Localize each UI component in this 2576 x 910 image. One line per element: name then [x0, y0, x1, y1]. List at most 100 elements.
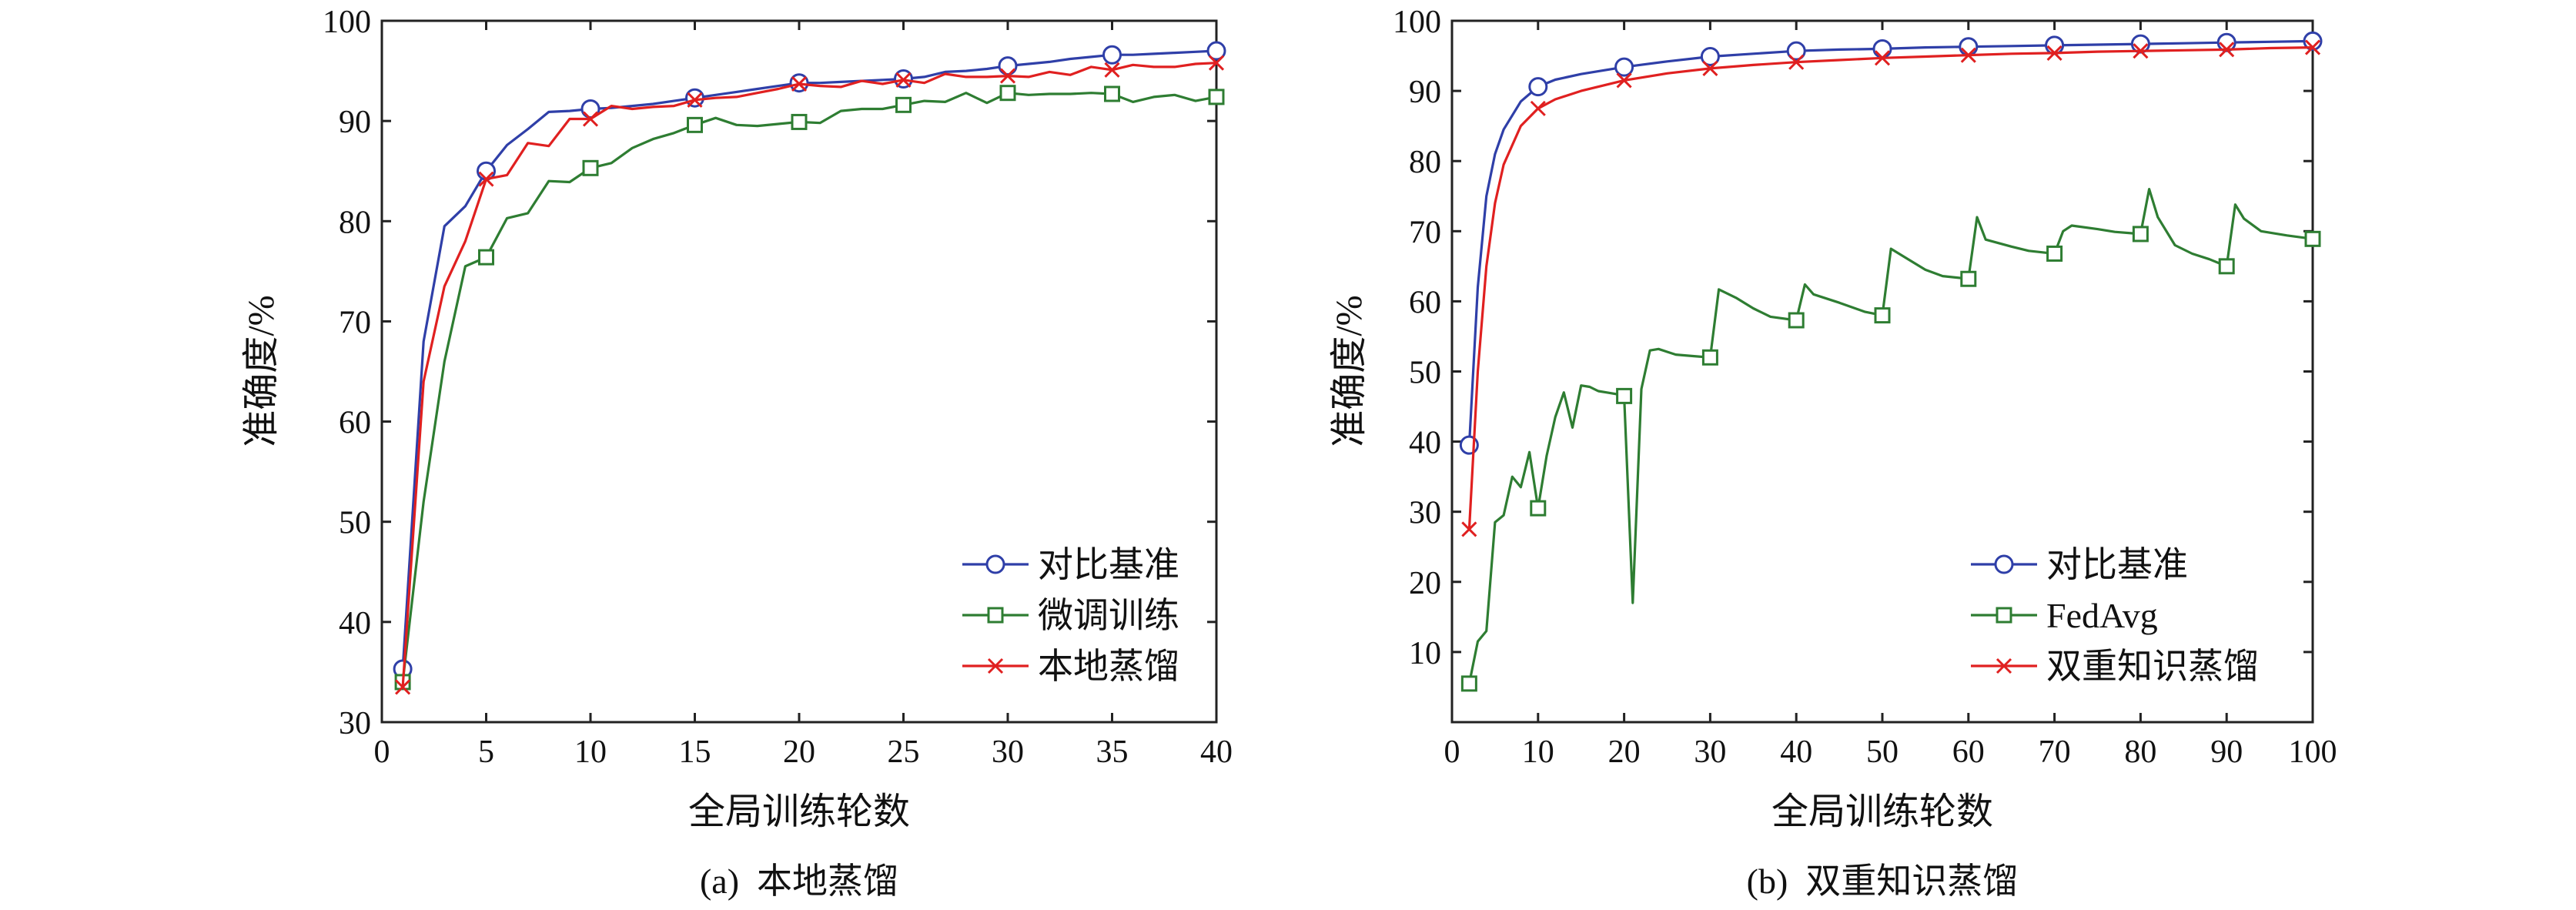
x-tick-label: 30 — [1694, 734, 1726, 770]
series-line-2 — [401, 92, 1217, 683]
data-point-marker — [1460, 675, 1477, 692]
x-tick-label: 20 — [783, 734, 815, 770]
legend-b: 对比基准 FedAvg 双重知识蒸馏 — [1971, 545, 2259, 686]
x-tick-label: 10 — [1522, 734, 1554, 770]
y-tick-label: 90 — [339, 105, 371, 140]
data-point-marker — [1616, 387, 1633, 404]
x-tick-label: 100 — [2289, 734, 2337, 770]
x-tick-label: 0 — [374, 734, 390, 770]
series-lines-b — [1459, 31, 2323, 692]
plot-frame-b — [1450, 19, 2314, 724]
data-point-marker — [1701, 349, 1718, 366]
x-tick-label: 0 — [1444, 734, 1460, 770]
data-point-marker — [1104, 62, 1120, 78]
data-point-marker — [687, 92, 703, 108]
data-point-marker — [2304, 39, 2321, 55]
data-point-marker — [1528, 77, 1548, 97]
x-tick-label: 25 — [888, 734, 920, 770]
data-point-marker — [582, 159, 599, 176]
series-line-1 — [401, 49, 1217, 670]
x-tick-label: 70 — [2039, 734, 2071, 770]
y-tick-label: 40 — [339, 606, 371, 641]
data-point-marker — [895, 72, 912, 88]
legend-label: 微调训练 — [1038, 596, 1179, 635]
axis-ticks-a: 0 5 10 15 20 25 30 35 40 30 40 50 60 70 80 90 100 — [323, 5, 1233, 770]
data-point-marker — [1206, 41, 1226, 61]
x-tick-label: 60 — [1952, 734, 1985, 770]
legend-marker — [985, 554, 1005, 574]
data-point-marker — [1960, 270, 1977, 287]
data-point-marker — [1786, 41, 1806, 61]
data-point-marker — [998, 56, 1018, 76]
y-tick-label: 50 — [339, 506, 371, 541]
data-point-marker — [2218, 258, 2235, 275]
data-point-marker — [791, 113, 808, 130]
y-tick-label: 70 — [1409, 215, 1441, 250]
x-tick-label: 40 — [1200, 734, 1233, 770]
data-point-marker — [582, 111, 599, 127]
data-point-marker — [1530, 100, 1546, 116]
y-tick-label: 80 — [339, 205, 371, 240]
x-tick-label: 80 — [2124, 734, 2156, 770]
y-tick-label: 30 — [339, 706, 371, 741]
data-point-marker — [2046, 245, 2063, 262]
y-tick-label: 100 — [1393, 5, 1441, 40]
data-point-marker — [1960, 47, 1976, 63]
x-tick-label: 5 — [478, 734, 494, 770]
legend-marker — [987, 607, 1004, 624]
legend-label: 对比基准 — [1038, 545, 1179, 584]
data-point-marker — [478, 171, 494, 187]
legend-marker — [1996, 607, 2012, 624]
legend-label: 对比基准 — [2046, 545, 2188, 584]
data-point-marker — [1702, 60, 1718, 77]
chart-panel-b: 0 10 20 30 40 50 60 70 80 90 100 10 20 30 40 50 60 70 80 90… — [1329, 5, 2337, 901]
y-tick-label: 10 — [1409, 636, 1441, 671]
x-tick-label: 30 — [992, 734, 1024, 770]
x-axis-label-b: 全局训练轮数 — [1771, 791, 1993, 832]
data-point-marker — [895, 96, 912, 113]
axis-ticks-b: 0 10 20 30 40 50 60 70 80 90 100 10 20 30 40 50 60 70 80 90… — [1393, 5, 2337, 770]
x-tick-label: 35 — [1096, 734, 1129, 770]
data-point-marker — [2133, 43, 2149, 59]
data-point-marker — [2045, 35, 2065, 55]
legend-marker — [987, 657, 1004, 674]
series-line-3 — [1467, 46, 2313, 530]
data-point-marker — [1872, 38, 1892, 59]
data-point-marker — [2219, 42, 2235, 58]
y-axis-label-a: 准确度/% — [241, 295, 282, 447]
data-point-marker — [1614, 57, 1634, 77]
y-tick-label: 70 — [339, 305, 371, 340]
x-axis-label-a: 全局训练轮数 — [688, 791, 910, 832]
data-point-marker — [2304, 230, 2321, 247]
y-tick-label: 20 — [1409, 566, 1441, 601]
caption-b: (b) 双重知识蒸馏 — [1747, 861, 2019, 901]
series-lines-a — [393, 41, 1226, 695]
data-point-marker — [2046, 45, 2062, 61]
data-point-marker — [1874, 307, 1891, 324]
series-line-3 — [401, 62, 1217, 688]
data-point-marker — [685, 88, 704, 108]
legend-label: FedAvg — [2046, 596, 2158, 635]
x-tick-label: 15 — [679, 734, 711, 770]
data-point-marker — [1788, 312, 1805, 329]
legend-marker — [1996, 657, 2012, 674]
data-point-marker — [687, 116, 703, 133]
y-tick-label: 50 — [1409, 356, 1441, 391]
y-tick-label: 90 — [1409, 75, 1441, 110]
chart-panel-a: 0 5 10 15 20 25 30 35 40 30 40 50 60 70 80 90 100 对比基准微调… — [241, 5, 1233, 901]
data-point-marker — [1700, 46, 1720, 66]
y-tick-label: 40 — [1409, 426, 1441, 461]
data-point-marker — [1102, 45, 1122, 65]
series-line-2 — [1467, 188, 2313, 684]
legend-marker — [1994, 554, 2014, 574]
legend-label: 本地蒸馏 — [1038, 647, 1179, 686]
caption-a: (a) 本地蒸馏 — [700, 861, 898, 901]
x-tick-label: 50 — [1866, 734, 1899, 770]
data-point-marker — [1208, 89, 1225, 105]
y-tick-label: 60 — [1409, 285, 1441, 320]
data-point-marker — [1104, 85, 1120, 102]
series-line-1 — [1467, 39, 2313, 446]
data-point-marker — [2303, 31, 2323, 51]
